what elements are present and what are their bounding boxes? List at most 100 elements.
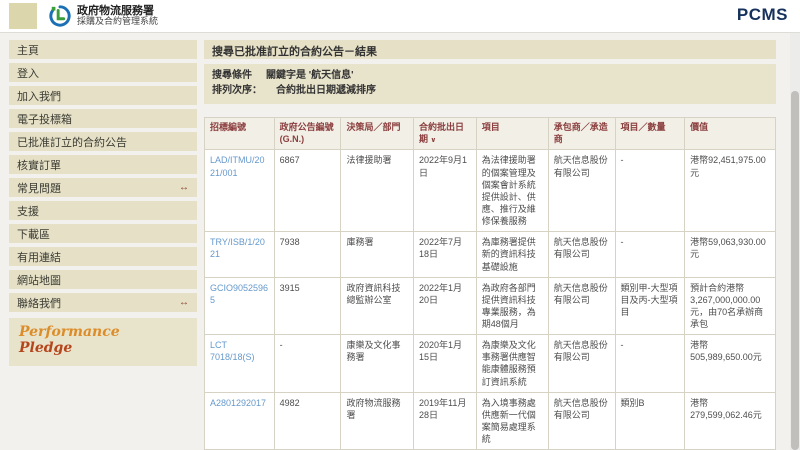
date-cell: 2022年1月20日 [412,276,477,336]
sidebar-item-join-us[interactable]: 加入我們 [9,86,197,105]
value-cell: 港幣505,989,650.00元 [684,334,776,393]
tender-no-cell: TRY/ISB/1/2021 [204,231,275,278]
project-cell: 為政府各部門提供資訊科技專業服務，為期48個月 [475,276,549,336]
contractor-cell: 航天信息股份有限公司 [547,276,616,336]
criteria-label: 搜尋條件 [212,70,252,81]
expand-arrows-icon: ↔ [179,297,189,308]
dept-cell: 庫務署 [340,231,414,278]
tender-no-cell: A2801292017 [204,391,275,450]
sidebar-item-label: 主頁 [17,44,39,57]
col-items-quantity: 項目／數量 [614,116,686,151]
app-title: 政府物流服務署 [77,5,154,17]
sidebar-item-label: 支援 [17,205,39,218]
sidebar-item-label: 常見問題 [17,182,61,195]
results-table: 招標編號 政府公告編號 (G.N.) 決策局／部門 合約批出日期 ∨ 項目 承包… [204,116,776,450]
sidebar-item-home[interactable]: 主頁 [9,40,197,59]
criteria-value: 關鍵字是 '航天信息' [266,70,354,81]
sidebar-item-label: 下載區 [17,228,50,241]
tender-no-cell: LCT 7018/18(S) [204,334,275,393]
contractor-cell: 航天信息股份有限公司 [547,391,616,450]
scrollbar-thumb[interactable] [791,91,799,450]
dept-cell: 康樂及文化事務署 [340,334,414,393]
sidebar-item-useful-links[interactable]: 有用連結 [9,247,197,266]
sidebar-item-contract-award-notices[interactable]: 已批准訂立的合約公告 [9,132,197,151]
gn-cell: 7938 [273,231,342,278]
performance-pledge-link[interactable]: Performance Pledge [9,318,197,367]
project-cell: 為康樂及文化事務署供應智能康體服務預訂資訊系統 [475,334,549,393]
sidebar-item-label: 加入我們 [17,90,61,103]
value-cell: 港幣92,451,975.00元 [684,149,776,233]
col-bureau-dept: 決策局／部門 [340,116,414,151]
quantity-cell: - [614,334,686,393]
sidebar-item-faq[interactable]: 常見問題 ↔ [9,178,197,197]
dept-cell: 政府物流服務署 [340,391,414,450]
sidebar-item-label: 聯絡我們 [17,297,61,310]
contractor-cell: 航天信息股份有限公司 [547,231,616,278]
date-cell: 2022年7月18日 [412,231,477,278]
tender-no-link[interactable]: LCT 7018/18(S) [210,340,255,363]
col-award-date-sortable[interactable]: 合約批出日期 ∨ [412,116,477,151]
tender-no-cell: GCIO90525965 [204,276,275,336]
pledge-line1: Performance [19,324,120,340]
sidebar-item-login[interactable]: 登入 [9,63,197,82]
date-cell: 2019年11月28日 [412,391,477,450]
value-cell: 港幣59,063,930.00元 [684,231,776,278]
col-contractor: 承包商／承造商 [547,116,616,151]
contractor-cell: 航天信息股份有限公司 [547,149,616,233]
sidebar-item-verify-order[interactable]: 核實訂單 [9,155,197,174]
project-cell: 為入境事務處供應新一代個案簡易處理系統 [475,391,549,450]
tender-no-link[interactable]: A2801292017 [210,397,267,408]
sort-line: 排列次序： 合約批出日期遞減排序 [212,84,768,99]
sidebar-item-label: 電子投標箱 [17,113,72,126]
sidebar-item-sitemap[interactable]: 網站地圖 [9,270,197,289]
sidebar-item-label: 已批准訂立的合約公告 [17,136,127,149]
vertical-scrollbar[interactable] [790,33,800,450]
sidebar-item-e-tender-box[interactable]: 電子投標箱 [9,109,197,128]
value-cell: 預計合約港幣3,267,000,000.00元，由70名承辦商承包 [684,276,776,336]
quantity-cell: - [614,231,686,278]
sort-caret-icon: ∨ [430,136,437,144]
gn-cell: 4982 [273,391,342,450]
sidebar-item-support[interactable]: 支援 [9,201,197,220]
sort-value: 合約批出日期遞減排序 [276,84,376,96]
sidebar-item-contact-us[interactable]: 聯絡我們 ↔ [9,293,197,312]
table-header-row: 招標編號 政府公告編號 (G.N.) 決策局／部門 合約批出日期 ∨ 項目 承包… [204,116,776,151]
value-cell: 港幣279,599,062.46元 [684,391,776,450]
tender-no-link[interactable]: TRY/ISB/1/2021 [210,237,265,260]
table-row: A2801292017 4982 政府物流服務署 2019年11月28日 為入境… [204,391,776,450]
sidebar-item-label: 登入 [17,67,39,80]
project-cell: 為法律援助署的個案管理及個案會計系統提供設計、供應、推行及維修保養服務 [475,149,549,233]
header-corner-block [9,3,37,29]
search-criteria-box: 搜尋條件 關鍵字是 '航天信息' 排列次序： 合約批出日期遞減排序 [204,64,776,104]
sidebar-nav: 主頁 登入 加入我們 電子投標箱 已批准訂立的合約公告 核實訂單 常見問題 ↔ 支… [9,40,197,367]
quantity-cell: 類別B [614,391,686,450]
tender-no-link[interactable]: LAD/ITMU/2021/001 [210,155,265,178]
date-cell: 2020年1月15日 [412,334,477,393]
sort-label: 排列次序： [212,84,262,96]
sidebar-item-label: 核實訂單 [17,159,61,172]
gld-logo-icon [49,5,71,27]
criteria-line: 搜尋條件 關鍵字是 '航天信息' [212,69,768,84]
tender-no-link[interactable]: GCIO90525965 [210,282,269,305]
quantity-cell: 類別甲-大型項目及丙-大型項目 [614,276,686,336]
table-row: LAD/ITMU/2021/001 6867 法律援助署 2022年9月1日 為… [204,149,776,233]
gn-cell: 6867 [273,149,342,233]
sidebar-item-label: 有用連結 [17,251,61,264]
table-row: TRY/ISB/1/2021 7938 庫務署 2022年7月18日 為庫務署提… [204,231,776,278]
date-cell: 2022年9月1日 [412,149,477,233]
main-content: 搜尋已批准訂立的合約公告－結果 搜尋條件 關鍵字是 '航天信息' 排列次序： 合約批… [204,40,776,450]
app-subtitle: 採購及合約管理系統 [77,16,159,27]
gn-cell: - [273,334,342,393]
expand-arrows-icon: ↔ [179,182,189,193]
sidebar-item-download-area[interactable]: 下載區 [9,224,197,243]
page-title: 搜尋已批准訂立的合約公告－結果 [204,40,776,59]
pcms-brand: PCMS [736,5,788,24]
quantity-cell: - [614,149,686,233]
col-tender-no: 招標編號 [204,116,275,151]
project-cell: 為庫務署提供新的資訊科技基礎設施 [475,231,549,278]
col-award-date-label: 合約批出日期 [418,122,464,144]
pledge-line2: Pledge [19,340,73,357]
col-value: 價值 [684,116,776,151]
top-header: 政府物流服務署 採購及合約管理系統 PCMS [0,0,800,33]
col-gn-no: 政府公告編號 (G.N.) [273,116,342,151]
